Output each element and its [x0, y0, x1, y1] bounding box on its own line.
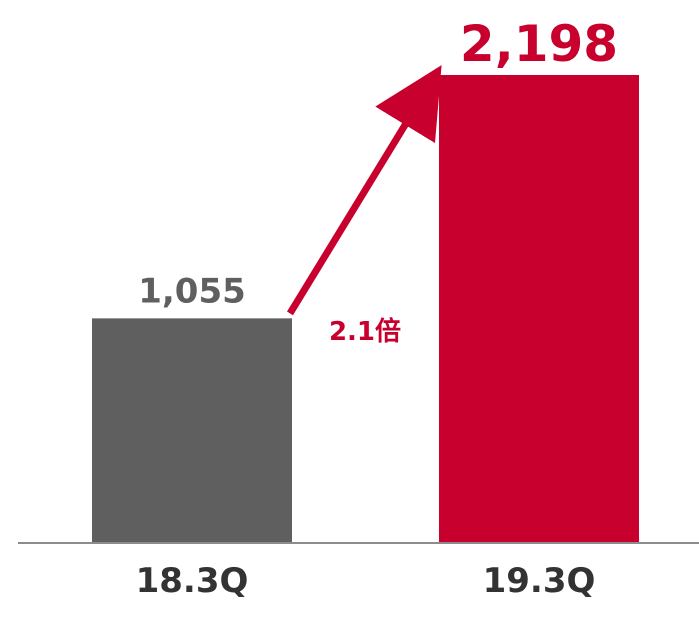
category-label-18.3Q: 18.3Q	[136, 561, 249, 601]
value-label-18.3Q: 1,055	[138, 271, 246, 311]
value-label-19.3Q: 2,198	[460, 15, 618, 73]
bar-19.3Q	[439, 75, 639, 543]
growth-arrow	[287, 65, 442, 316]
growth-annotation-label: 2.1倍	[329, 316, 401, 347]
category-label-19.3Q: 19.3Q	[483, 561, 596, 601]
bar-18.3Q	[92, 318, 292, 543]
